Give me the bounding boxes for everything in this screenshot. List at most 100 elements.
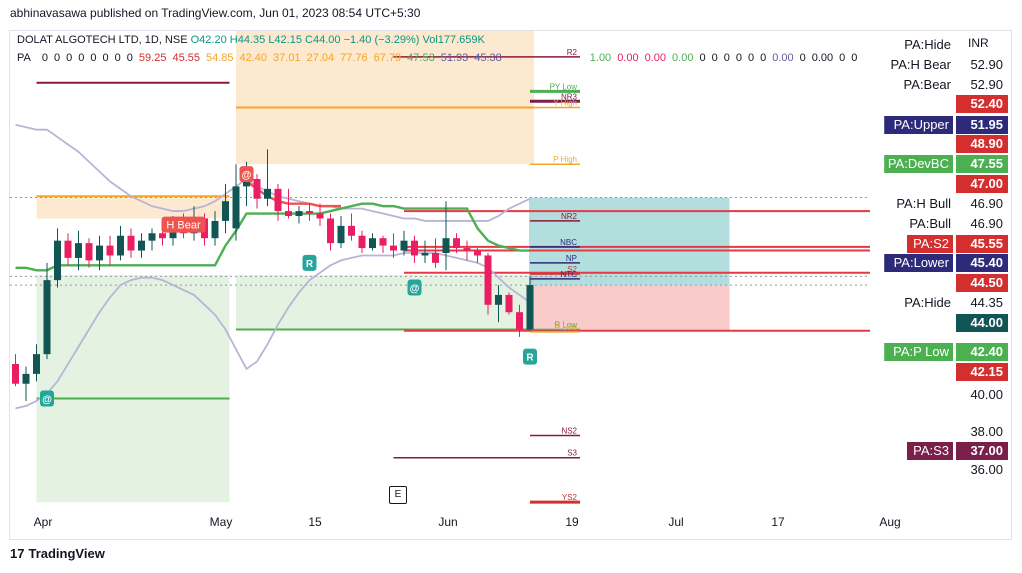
pa-value: 0.00 xyxy=(811,52,834,64)
candle-body xyxy=(243,181,250,187)
resistance-line xyxy=(245,180,341,208)
change-value: −1.40 (−3.29%) xyxy=(343,34,420,46)
x-tick-label: May xyxy=(210,515,233,529)
ohlc-legend: DOLAT ALGOTECH LTD, 1D, NSE O42.20 H44.3… xyxy=(17,34,485,46)
tradingview-logo-icon: 17 xyxy=(10,546,25,561)
candle-body xyxy=(253,179,261,199)
indicator-label-bg xyxy=(884,155,953,173)
price-tag-bg xyxy=(956,363,1008,381)
indicator-label-bg xyxy=(884,116,953,134)
signal-marker xyxy=(40,390,54,407)
candle-body xyxy=(274,188,282,212)
indicator-label-bg xyxy=(884,343,953,361)
indicator-label-bg xyxy=(907,442,953,460)
pa-value: 37.01 xyxy=(273,52,301,64)
pa-value: 1.00 xyxy=(589,52,612,64)
candle-body xyxy=(442,238,450,253)
earnings-button[interactable]: E xyxy=(389,486,407,504)
candle-body xyxy=(505,294,513,313)
price-tag-bg xyxy=(956,254,1008,272)
price-tag-bg xyxy=(956,135,1008,153)
candle-body xyxy=(43,280,51,355)
level-label: Y High xyxy=(553,98,577,107)
level-label: S2 xyxy=(567,265,577,274)
y-axis: INR PA:Hide 52.90 PA:H Bear 52.90 PA:Bear 52.4… xyxy=(884,36,1008,477)
price-tag-bg xyxy=(956,442,1008,460)
pa-value: 67.79 xyxy=(373,52,402,64)
signal-marker xyxy=(523,348,537,365)
candle-body xyxy=(379,238,387,246)
level-label: NTC xyxy=(561,270,578,279)
candle-body xyxy=(75,243,82,258)
candle-body xyxy=(463,248,471,251)
x-tick-label: Jul xyxy=(668,515,683,529)
h-bear-marker xyxy=(161,216,206,233)
level-label: NS2 xyxy=(561,427,577,436)
high-value: H44.35 xyxy=(229,34,266,46)
brand-name: TradingView xyxy=(28,546,105,561)
candle-body xyxy=(348,225,355,236)
level-label: YS2 xyxy=(562,493,578,502)
pa-value: 0.00 xyxy=(672,52,694,64)
candle-body xyxy=(474,250,481,256)
candle-body xyxy=(358,235,366,249)
indicator-label: PA:Hide xyxy=(904,37,951,52)
candle-body xyxy=(127,235,135,251)
price-tag-bg xyxy=(956,116,1008,134)
price-tag-bg xyxy=(956,95,1008,113)
price-tag: 45.40 xyxy=(970,255,1003,270)
h-bear-label: H Bear xyxy=(166,220,201,232)
pa-value: 0 xyxy=(699,52,706,64)
candle-body xyxy=(159,233,166,239)
candle-body xyxy=(85,243,93,261)
pivot-zone xyxy=(236,31,534,165)
price-tag: 47.00 xyxy=(970,176,1003,191)
tradingview-footer: 17 TradingView xyxy=(10,546,105,561)
candle-body xyxy=(453,238,460,249)
position-box-layer xyxy=(529,197,730,331)
candle-body xyxy=(295,211,303,216)
pivot-zone xyxy=(36,275,230,503)
indicator-label: PA:Bear xyxy=(904,77,952,92)
x-tick-label: Jun xyxy=(438,515,457,529)
signal-marker-label: R xyxy=(526,353,534,364)
candle-body xyxy=(106,245,114,256)
candle-body xyxy=(232,186,240,229)
pa-value: 27.04 xyxy=(306,52,335,64)
candle-body xyxy=(148,233,156,241)
symbol-name[interactable]: DOLAT ALGOTECH LTD, 1D, NSE xyxy=(17,34,188,46)
pa-value: 0 xyxy=(114,52,121,64)
pa-value: 0 xyxy=(66,52,73,64)
level-label: P High xyxy=(553,155,577,164)
indicator-label-bg xyxy=(884,254,953,272)
indicator-label: PA:Lower xyxy=(894,255,950,270)
level-label: NR3 xyxy=(561,92,578,101)
open-value: O42.20 xyxy=(190,34,227,46)
price-tag-bg xyxy=(956,155,1008,173)
volume-value: Vol177.659K xyxy=(422,34,485,46)
price-tag: 46.90 xyxy=(970,196,1003,211)
price-tag: 51.95 xyxy=(970,117,1003,132)
pa-value: 45.55 xyxy=(172,52,200,64)
price-tag: 44.50 xyxy=(970,275,1003,290)
x-axis: Apr May 15 Jun 19 Jul 17 Aug xyxy=(34,515,901,529)
pa-value: 45.38 xyxy=(474,52,502,64)
pa-value: 51.93 xyxy=(440,52,469,64)
price-tag: 40.00 xyxy=(970,387,1003,402)
pa-value: 0 xyxy=(735,52,742,64)
pa-indicator-legend[interactable]: PA 0 0 0 0 0 0 0 0 59.25 45.55 54.85 42.40 37.01 27.0… xyxy=(17,52,863,64)
low-value: L42.15 xyxy=(268,34,302,46)
pa-value: 42.40 xyxy=(239,52,268,64)
level-label: S3 xyxy=(567,449,577,458)
level-label: PY Low xyxy=(550,82,578,91)
level-label: NP xyxy=(566,254,577,263)
candle-body xyxy=(211,220,219,239)
x-tick-label: 17 xyxy=(771,515,785,529)
candle-body xyxy=(411,240,418,256)
level-label: P Low xyxy=(555,323,577,332)
indicator-label: PA:DevBC xyxy=(888,156,949,171)
signal-marker xyxy=(239,166,254,183)
price-tag: 36.00 xyxy=(970,462,1003,477)
